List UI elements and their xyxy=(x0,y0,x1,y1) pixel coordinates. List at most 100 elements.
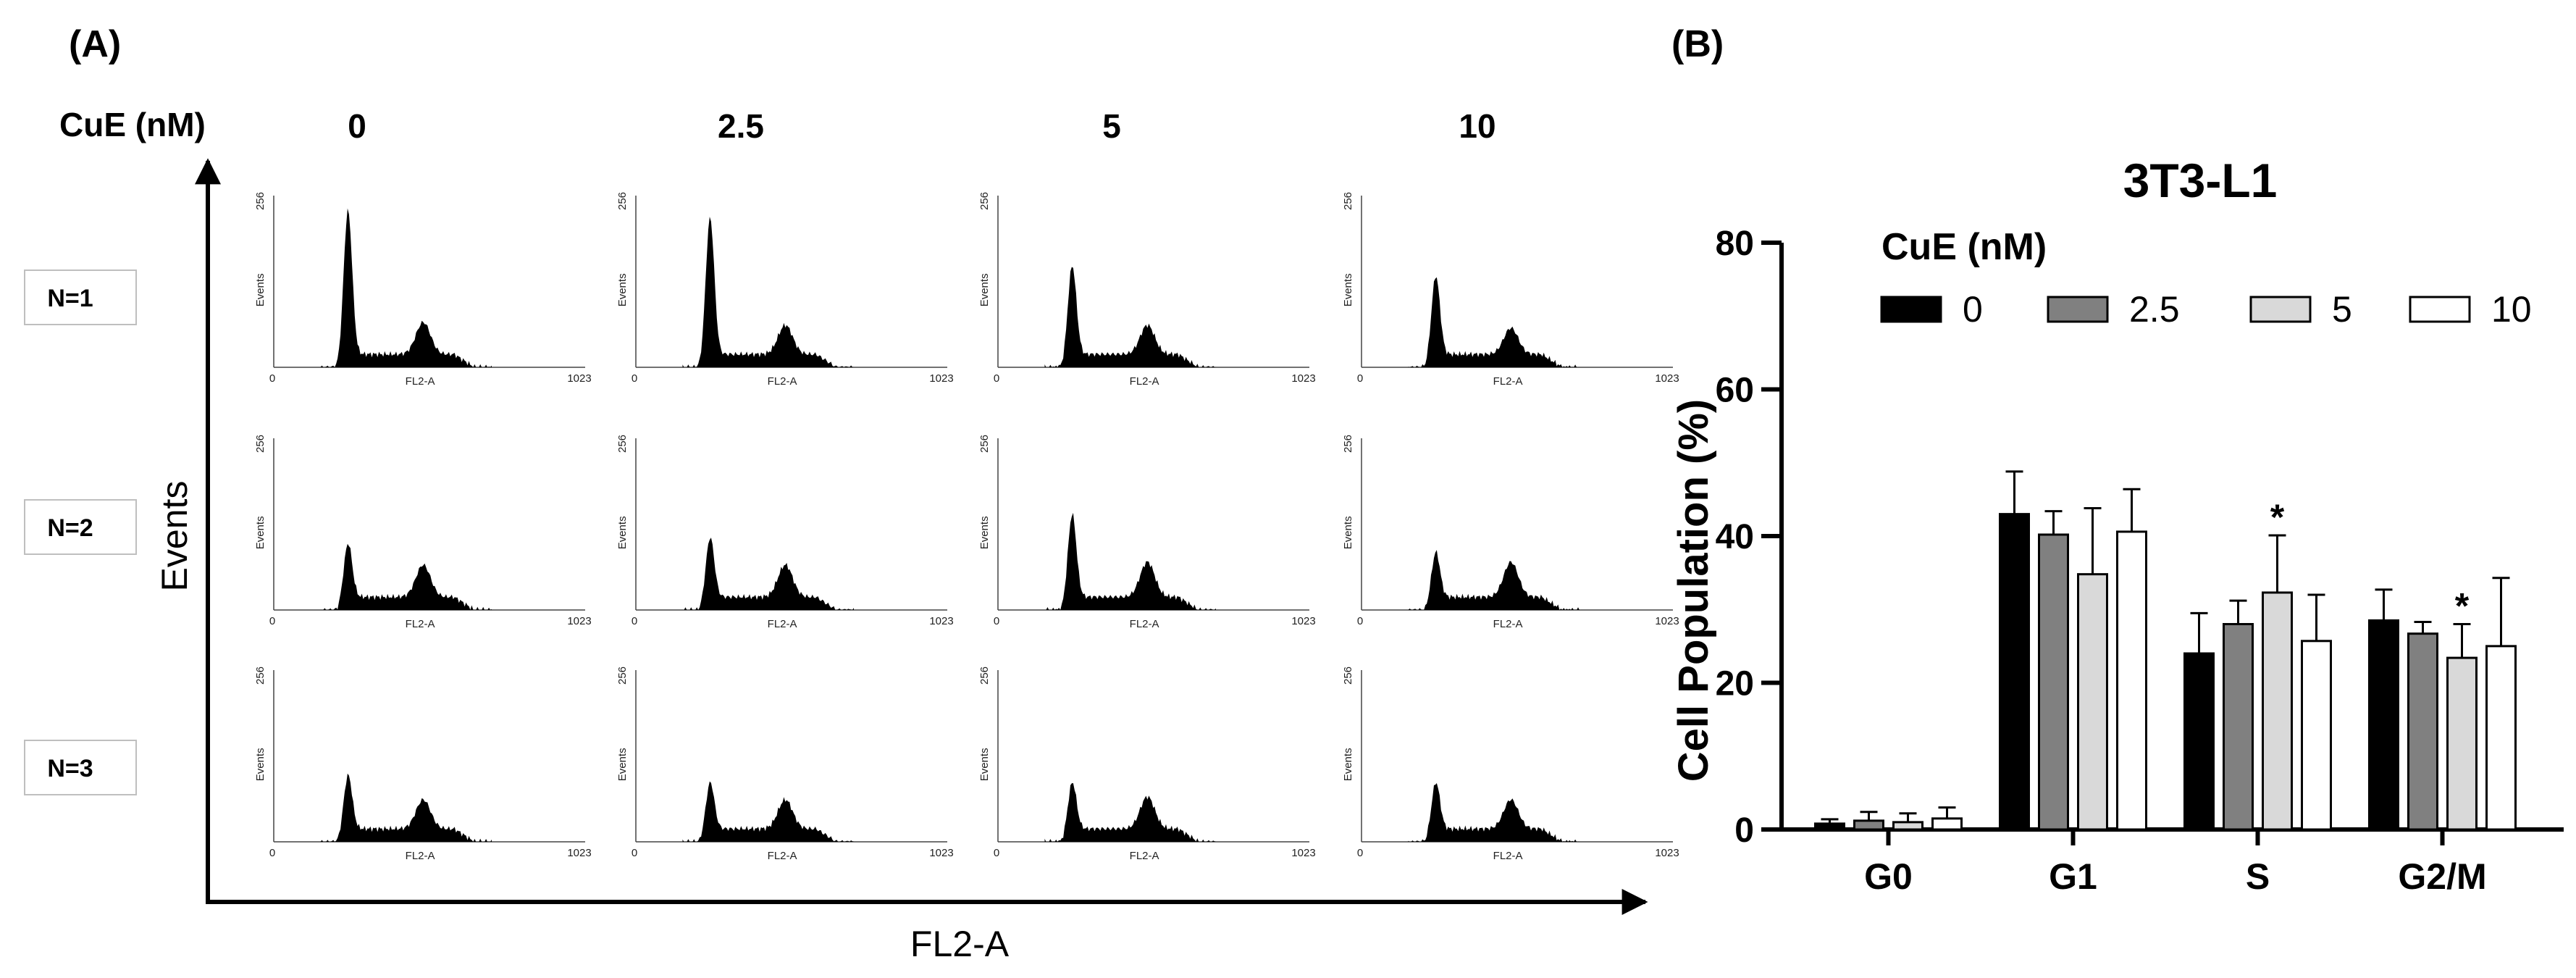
bar-10-G1 xyxy=(2116,530,2147,831)
histogram-cell-r2-c2: 256 Events 0 1023 FL2-A xyxy=(616,435,954,630)
histogram-silhouette xyxy=(1044,267,1216,367)
histogram-silhouette xyxy=(682,538,854,610)
bar-2.5-S xyxy=(2223,623,2254,831)
mini-x-min-label: 0 xyxy=(269,847,275,859)
mini-x-max-label: 1023 xyxy=(567,372,591,385)
mini-x-max-label: 1023 xyxy=(929,847,953,859)
mini-x-max-label: 1023 xyxy=(1655,847,1679,859)
panel-b-label: (B) xyxy=(1671,23,1724,65)
mini-x-min-label: 0 xyxy=(269,615,275,627)
mini-x-label: FL2-A xyxy=(1130,850,1159,862)
bar-0-G0 xyxy=(1814,822,1845,831)
y-tick-label: 60 xyxy=(1716,372,1754,410)
mini-y-label: Events xyxy=(616,748,629,781)
mini-x-min-label: 0 xyxy=(994,615,999,627)
mini-x-max-label: 1023 xyxy=(929,372,953,385)
mini-y-max-label: 256 xyxy=(978,666,991,685)
histogram-silhouette xyxy=(682,781,854,842)
mini-x-label: FL2-A xyxy=(1493,375,1523,388)
mini-y-max-label: 256 xyxy=(616,666,629,685)
mini-y-max-label: 256 xyxy=(978,435,991,453)
mini-y-label: Events xyxy=(1342,748,1354,781)
mini-x-max-label: 1023 xyxy=(1291,372,1315,385)
mini-x-max-label: 1023 xyxy=(567,847,591,859)
category-label: G2/M xyxy=(2398,856,2486,897)
y-axis-label: Cell Population (%) xyxy=(1670,399,1717,782)
mini-x-min-label: 0 xyxy=(1357,615,1363,627)
mini-x-max-label: 1023 xyxy=(1655,615,1679,627)
mini-x-min-label: 0 xyxy=(1357,847,1363,859)
significance-marker: * xyxy=(2455,586,2470,627)
mini-y-label: Events xyxy=(616,273,629,306)
replicate-text-1: N=1 xyxy=(47,285,93,312)
mini-x-max-label: 1023 xyxy=(1291,615,1315,627)
bar-2.5-G1 xyxy=(2038,533,2069,831)
histogram-cell-r3-c2: 256 Events 0 1023 FL2-A xyxy=(616,666,954,862)
bar-2.5-G2/M xyxy=(2407,632,2438,831)
panel-a: (A) CuE (nM) 0 2.5 5 10 N=1 N=2 N=3 Even… xyxy=(24,23,1679,964)
mini-x-label: FL2-A xyxy=(1493,850,1523,862)
mini-x-min-label: 0 xyxy=(632,847,637,859)
mini-x-min-label: 0 xyxy=(994,847,999,859)
bar-5-G2/M xyxy=(2446,656,2478,831)
replicate-box-3 xyxy=(24,740,137,795)
histogram-cell-r3-c1: 256 Events 0 1023 FL2-A xyxy=(254,666,592,862)
mini-y-label: Events xyxy=(616,516,629,549)
mini-y-max-label: 256 xyxy=(1342,192,1354,210)
bar-0-S xyxy=(2183,652,2215,831)
mini-x-min-label: 0 xyxy=(632,372,637,385)
legend-label: 5 xyxy=(2332,289,2352,330)
replicate-text-3: N=3 xyxy=(47,755,93,782)
histogram-silhouette xyxy=(1408,783,1579,842)
mini-y-label: Events xyxy=(978,748,991,781)
bar-10-S xyxy=(2301,640,2332,831)
bar-5-G1 xyxy=(2077,573,2108,831)
histogram-silhouette xyxy=(682,217,854,367)
mini-y-max-label: 256 xyxy=(616,435,629,453)
replicate-label-1: N=1 xyxy=(24,269,137,325)
mini-x-max-label: 1023 xyxy=(1291,847,1315,859)
legend-label: 0 xyxy=(1963,289,1983,330)
histogram-cell-r1-c1: 256 Events 0 1023 FL2-A xyxy=(254,192,592,388)
mini-x-label: FL2-A xyxy=(768,850,797,862)
histogram-silhouette xyxy=(1408,550,1579,610)
mini-y-max-label: 256 xyxy=(254,192,267,210)
mini-y-max-label: 256 xyxy=(1342,666,1354,685)
histogram-silhouette xyxy=(1044,783,1216,842)
mini-x-min-label: 0 xyxy=(1357,372,1363,385)
concentration-header-5: 5 xyxy=(1102,107,1121,145)
histogram-cell-r2-c3: 256 Events 0 1023 FL2-A xyxy=(978,435,1316,630)
concentration-header-10: 10 xyxy=(1459,107,1495,145)
mini-y-label: Events xyxy=(254,516,267,549)
mini-x-label: FL2-A xyxy=(768,618,797,630)
histogram-silhouette xyxy=(320,773,492,842)
legend-label: 2.5 xyxy=(2129,289,2180,330)
bar-5-G0 xyxy=(1892,821,1923,831)
cue-row-header: CuE (nM) xyxy=(59,106,206,143)
mini-y-label: Events xyxy=(254,273,267,306)
legend-swatch xyxy=(2249,296,2312,323)
mini-x-min-label: 0 xyxy=(632,615,637,627)
legend-entry-5: 5 xyxy=(2249,289,2352,330)
legend-swatch xyxy=(1880,296,1942,323)
mini-y-label: Events xyxy=(254,748,267,781)
chart-title: 3T3-L1 xyxy=(2123,154,2278,207)
category-label: G0 xyxy=(1864,856,1913,897)
histogram-silhouette xyxy=(1408,277,1579,367)
mini-x-max-label: 1023 xyxy=(929,615,953,627)
mini-x-max-label: 1023 xyxy=(1655,372,1679,385)
mini-y-label: Events xyxy=(978,516,991,549)
legend-title: CuE (nM) xyxy=(1881,226,2047,268)
mini-x-max-label: 1023 xyxy=(567,615,591,627)
mini-y-max-label: 256 xyxy=(616,192,629,210)
concentration-header-0: 0 xyxy=(348,107,366,145)
histogram-cell-r3-c4: 256 Events 0 1023 FL2-A xyxy=(1342,666,1679,862)
concentration-header-2-5: 2.5 xyxy=(718,107,764,145)
mini-x-label: FL2-A xyxy=(1130,375,1159,388)
legend-swatch xyxy=(2047,296,2109,323)
bar-0-G2/M xyxy=(2368,619,2399,831)
legend-entry-10: 10 xyxy=(2409,289,2532,330)
replicate-label-3: N=3 xyxy=(24,740,137,795)
bar-5-S xyxy=(2262,591,2293,831)
